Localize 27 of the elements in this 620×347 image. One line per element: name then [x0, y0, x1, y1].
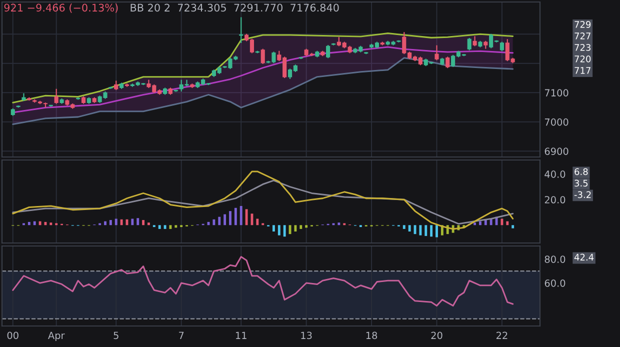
text: 6.8	[574, 168, 588, 176]
text: 717	[574, 67, 590, 74]
y-tick-label: 60.0	[544, 279, 566, 287]
text: 3.5	[574, 180, 588, 187]
text: -3.2	[574, 191, 591, 198]
chart-subtitle: BB 20 2 7234.305 7291.770 7176.840	[130, 4, 339, 12]
x-tick-label: 11	[236, 332, 246, 339]
y-tick-label: 20.0	[544, 196, 566, 204]
x-tick-label: 5	[114, 332, 118, 340]
text: 720	[574, 56, 591, 62]
x-tick-label: 18	[366, 332, 378, 340]
x-tick-label: Apr	[48, 332, 65, 341]
text: 42.4	[574, 254, 594, 260]
x-tick-label: 7	[179, 332, 184, 339]
text: 729	[574, 21, 591, 28]
y-tick-label: 7100	[544, 89, 568, 96]
text: 727	[574, 32, 590, 40]
x-tick-label: 20	[431, 332, 442, 340]
x-tick-label: 22	[496, 332, 508, 339]
x-tick-label: 13	[301, 332, 312, 340]
text: 723	[574, 44, 591, 51]
y-tick-label: 80.0	[544, 256, 566, 263]
x-tick-label: 00	[7, 332, 18, 340]
y-tick-label: 6900	[544, 148, 568, 155]
chart-title: 921 −9.466 (−0.13%)	[4, 4, 118, 13]
y-tick-label: 40.0	[544, 170, 566, 178]
y-tick-label: 7000	[544, 118, 568, 126]
